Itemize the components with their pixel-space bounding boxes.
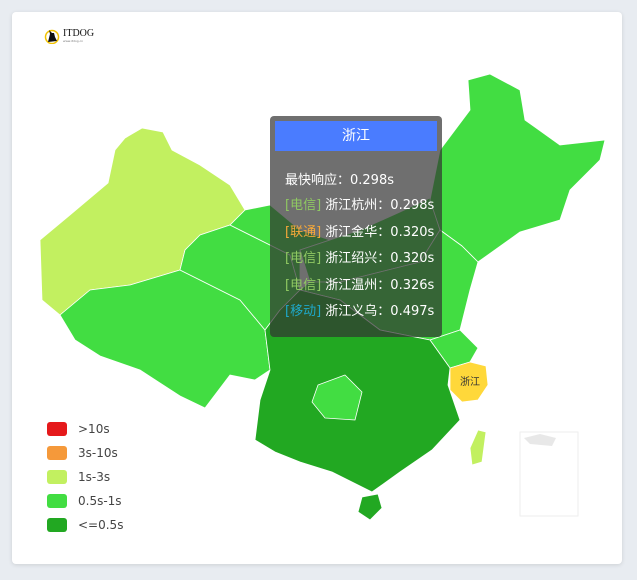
itdog-logo: ITDOG www.itdog.cn xyxy=(44,28,94,44)
dog-logo-icon xyxy=(44,29,60,44)
node-result: 浙江杭州：0.298s xyxy=(325,198,435,213)
region-zhejiang[interactable] xyxy=(449,361,489,403)
region-tooltip: 浙江 最快响应：0.298s [电信] 浙江杭州：0.298s [联通] 浙江金… xyxy=(270,116,442,337)
legend-label: >10s xyxy=(78,422,110,436)
region-tibet[interactable] xyxy=(59,269,271,409)
region-guizhou[interactable] xyxy=(311,374,363,421)
logo-text: ITDOG xyxy=(63,28,95,39)
legend-label: 3s-10s xyxy=(78,446,118,460)
legend-swatch xyxy=(47,494,67,508)
legend-item[interactable]: 0.5s-1s xyxy=(47,489,123,513)
node-result: 浙江金华：0.320s xyxy=(325,224,435,240)
tooltip-row: [电信] 浙江绍兴：0.320s xyxy=(285,246,442,273)
tooltip-row: [联通] 浙江金华：0.320s xyxy=(285,220,442,247)
isp-label: [电信] xyxy=(285,198,322,213)
isp-label: [电信] xyxy=(285,277,322,293)
legend: >10s 3s-10s 1s-3s 0.5s-1s <=0.5s xyxy=(47,417,123,537)
legend-item[interactable]: 3s-10s xyxy=(47,441,123,465)
legend-swatch xyxy=(47,470,67,484)
legend-label: 1s-3s xyxy=(78,470,111,484)
node-result: 浙江绍兴：0.320s xyxy=(325,251,435,266)
region-taiwan[interactable] xyxy=(469,429,487,466)
isp-label: [联通] xyxy=(285,224,322,240)
legend-item[interactable]: 1s-3s xyxy=(47,465,123,489)
tooltip-row: [电信] 浙江杭州：0.298s xyxy=(285,193,442,220)
tooltip-fastest: 最快响应：0.298s xyxy=(285,173,394,188)
isp-label: [移动] xyxy=(285,304,322,319)
legend-swatch xyxy=(47,518,67,532)
legend-item[interactable]: <=0.5s xyxy=(47,513,123,537)
tooltip-row: [电信] 浙江温州：0.326s xyxy=(285,273,442,300)
region-northeast[interactable] xyxy=(429,73,606,263)
south-china-sea-islands xyxy=(524,434,556,446)
node-result: 浙江温州：0.326s xyxy=(325,277,435,293)
legend-swatch xyxy=(47,446,67,460)
legend-swatch xyxy=(47,422,67,436)
legend-item[interactable]: >10s xyxy=(47,417,123,441)
legend-label: 0.5s-1s xyxy=(78,494,122,508)
node-result: 浙江义乌：0.497s xyxy=(325,304,435,319)
region-label-zhejiang: 浙江 xyxy=(460,376,480,388)
legend-label: <=0.5s xyxy=(78,518,124,532)
tooltip-row: [移动] 浙江义乌：0.497s xyxy=(285,299,442,326)
south-china-sea-inset xyxy=(519,431,579,517)
tooltip-title: 浙江 xyxy=(275,121,437,151)
isp-label: [电信] xyxy=(285,251,322,266)
logo-subtext: www.itdog.cn xyxy=(63,39,84,43)
region-hainan[interactable] xyxy=(357,493,383,521)
